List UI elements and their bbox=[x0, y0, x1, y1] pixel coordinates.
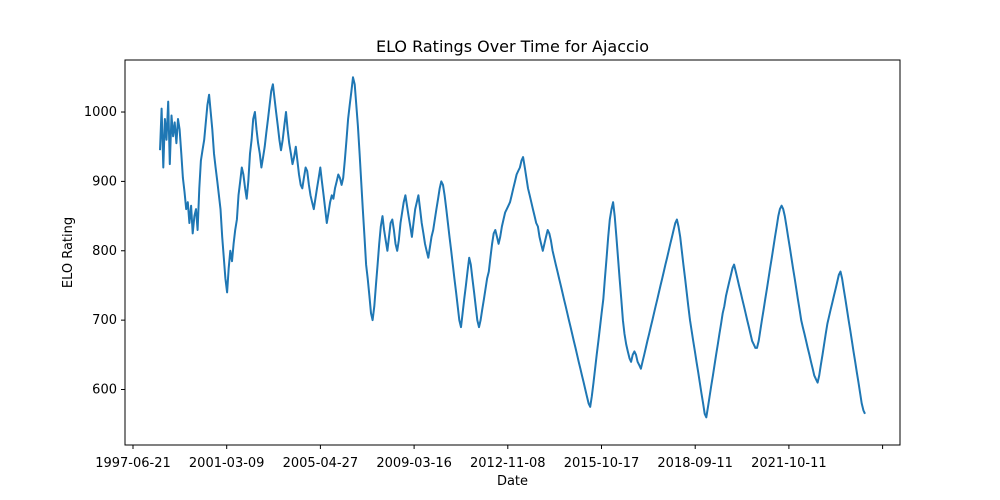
x-axis-ticks: 1997-06-21 2001-03-09 2005-04-27 2009-03-16… bbox=[95, 445, 884, 471]
y-tick-label: 900 bbox=[92, 174, 117, 189]
y-tick-label: 700 bbox=[92, 313, 117, 328]
x-tick-label: 2001-03-09 bbox=[189, 456, 265, 471]
plot-area bbox=[124, 59, 901, 446]
x-tick-label: 1997-06-21 bbox=[95, 456, 171, 471]
x-tick-label: 2015-10-17 bbox=[564, 456, 640, 471]
y-axis-ticks: 600 700 800 900 1000 bbox=[84, 105, 125, 398]
y-tick-label: 800 bbox=[92, 244, 117, 259]
x-axis-label: Date bbox=[497, 474, 528, 489]
x-tick-label: 2005-04-27 bbox=[283, 456, 359, 471]
axes-frame bbox=[124, 59, 901, 446]
x-tick-label: 2021-10-11 bbox=[751, 456, 827, 471]
series-line bbox=[159, 76, 866, 419]
y-axis-label: ELO Rating bbox=[61, 217, 76, 288]
chart-title: ELO Ratings Over Time for Ajaccio bbox=[376, 37, 649, 56]
x-tick-label: 2012-11-08 bbox=[470, 456, 546, 471]
y-tick-label: 1000 bbox=[84, 105, 117, 120]
x-tick-label: 2018-09-11 bbox=[657, 456, 733, 471]
y-tick-label: 600 bbox=[92, 383, 117, 398]
x-tick-label: 2009-03-16 bbox=[376, 456, 452, 471]
